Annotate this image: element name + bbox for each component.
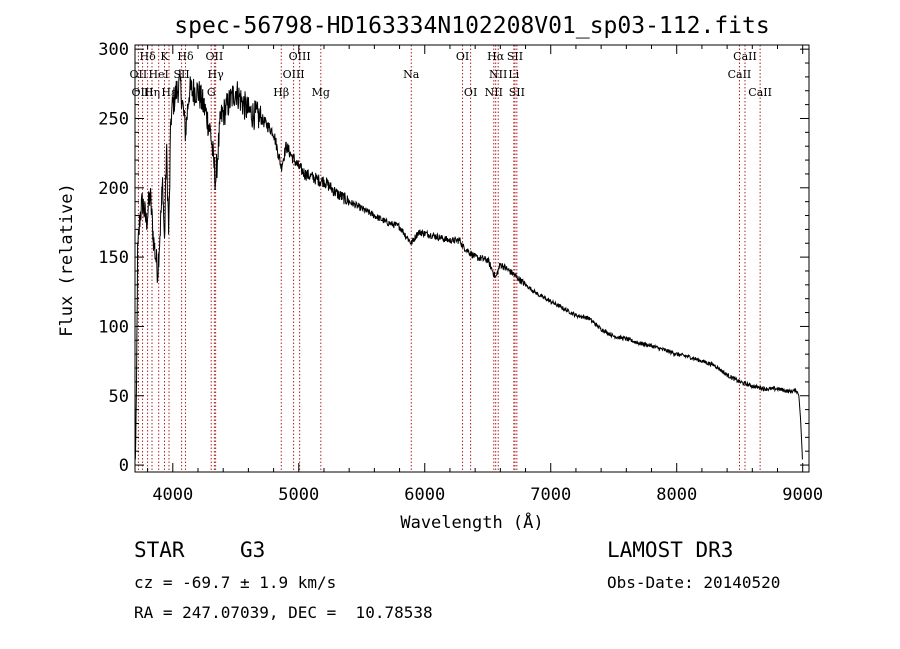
feature-label: NII [485, 86, 503, 99]
y-tick-label: 250 [98, 109, 129, 129]
x-tick-label: 9000 [782, 485, 823, 505]
spectrum-line [134, 69, 803, 461]
object-class: STAR [134, 538, 185, 562]
x-tick-label: 7000 [530, 485, 571, 505]
feature-label: Hδ [139, 50, 156, 63]
feature-label: CaII [728, 68, 752, 81]
feature-label: Hβ [273, 86, 289, 99]
y-tick-label: 300 [98, 40, 129, 60]
plot-frame [134, 44, 810, 473]
feature-label: Hε [161, 86, 177, 99]
feature-label: Na [403, 68, 420, 81]
feature-label: OII [130, 68, 148, 81]
x-axis: 4000 5000 6000 7000 8000 9000 [147, 45, 823, 505]
feature-label: Hα [487, 50, 505, 63]
feature-label: OIII [283, 68, 305, 81]
y-tick-label: 50 [109, 387, 129, 407]
feature-label: Hγ [208, 68, 225, 81]
feature-label: SII [507, 50, 523, 63]
feature-label: CaII [733, 50, 757, 63]
y-tick-label: 200 [98, 179, 129, 199]
feature-label: SII [173, 68, 189, 81]
feature-label: OIII [132, 86, 154, 99]
redshift-readout: cz = -69.7 ± 1.9 km/s [134, 573, 337, 592]
x-tick-label: 4000 [152, 485, 193, 505]
feature-label: OI [464, 86, 477, 99]
feature-label: HeI [148, 68, 168, 81]
feature-label: OIII [289, 50, 311, 63]
feature-label: K [160, 50, 169, 63]
x-axis-label: Wavelength (Å) [400, 511, 543, 533]
y-tick-label: 0 [119, 456, 129, 476]
coordinates: RA = 247.07039, DEC = 10.78538 [134, 603, 433, 622]
feature-label: Li [508, 68, 519, 81]
feature-label: Hδ [177, 50, 194, 63]
feature-label: OII [206, 50, 224, 63]
y-axis-label: Flux (relative) [57, 183, 77, 337]
y-axis: 0 50 100 150 200 250 300 [98, 40, 809, 476]
feature-label: NII [489, 68, 507, 81]
y-tick-label: 150 [98, 248, 129, 268]
feature-lines [137, 45, 761, 472]
x-tick-label: 5000 [278, 485, 319, 505]
feature-label: Hη [144, 86, 160, 99]
feature-label: G [207, 86, 216, 99]
survey-name: LAMOST DR3 [607, 538, 734, 562]
feature-label: CaII [748, 86, 772, 99]
x-tick-label: 6000 [404, 485, 445, 505]
subclass: G3 [240, 538, 266, 562]
feature-label: SII [509, 86, 525, 99]
chart-title: spec-56798-HD163334N102208V01_sp03-112.f… [174, 13, 769, 39]
feature-label: Mg [312, 86, 330, 99]
x-tick-label: 8000 [656, 485, 697, 505]
obs-date: Obs-Date: 20140520 [607, 573, 781, 592]
feature-label: OI [456, 50, 469, 63]
y-tick-label: 100 [98, 317, 129, 337]
